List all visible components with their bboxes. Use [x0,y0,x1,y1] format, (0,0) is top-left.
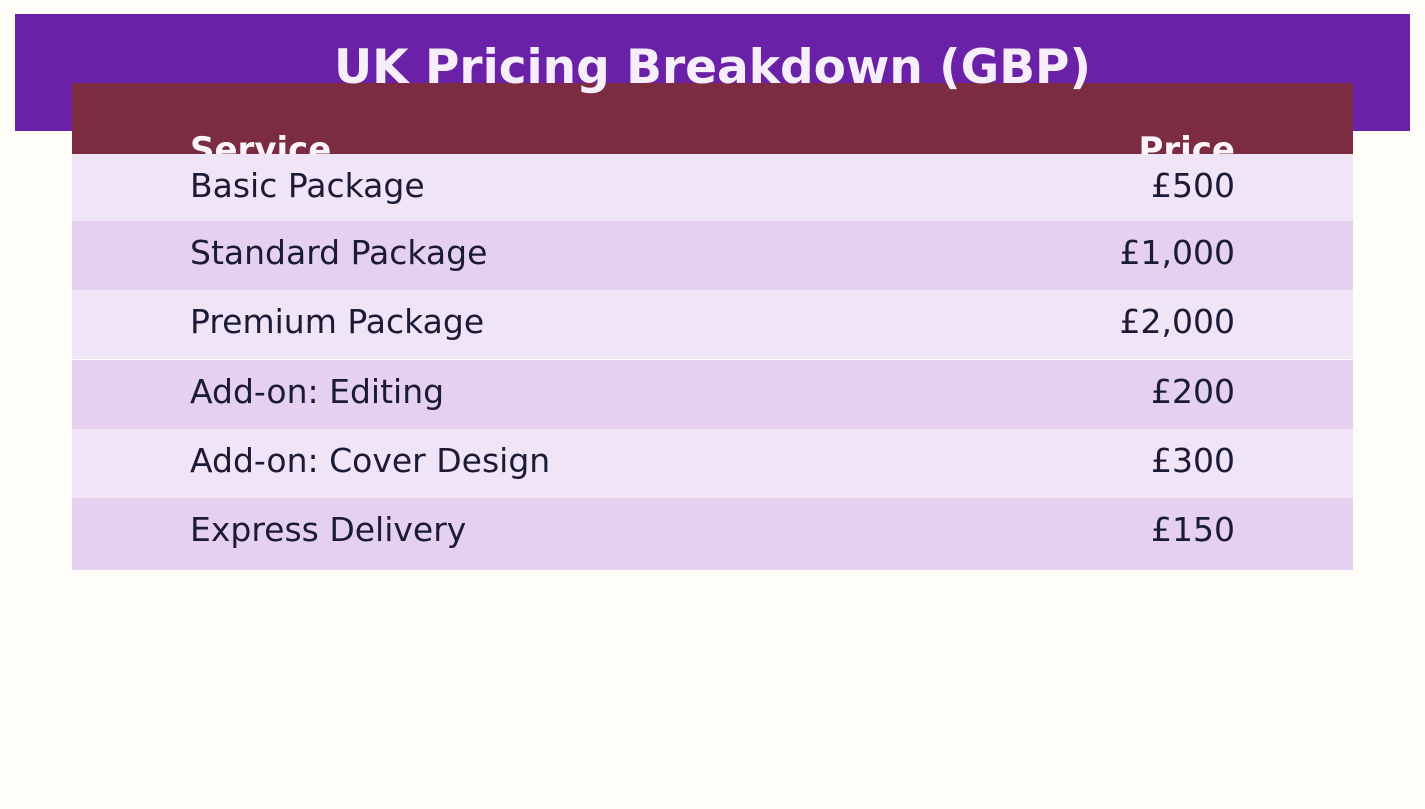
price-cell: £150 [1151,510,1235,549]
table-header: Service Price [72,83,1353,154]
table-row: Basic Package £500 [72,154,1353,223]
table-row: Standard Package £1,000 [72,221,1353,290]
price-cell: £300 [1151,441,1235,480]
table-row: Premium Package £2,000 [72,290,1353,359]
price-cell: £500 [1151,166,1235,205]
price-cell: £200 [1151,372,1235,411]
service-cell: Add-on: Cover Design [190,441,551,480]
service-cell: Standard Package [190,233,488,272]
price-cell: £2,000 [1119,302,1235,341]
pricing-table: Service Price Basic Package £500 Standar… [72,83,1353,570]
service-cell: Premium Package [190,302,485,341]
page-title: UK Pricing Breakdown (GBP) [334,40,1091,95]
table-row: Add-on: Cover Design £300 [72,429,1353,498]
table-row: Add-on: Editing £200 [72,360,1353,429]
service-column-header: Service [190,130,332,154]
price-cell: £1,000 [1119,233,1235,272]
price-column-header: Price [1138,130,1235,154]
service-cell: Express Delivery [190,510,467,549]
service-cell: Add-on: Editing [190,372,445,411]
table-row: Express Delivery £150 [72,498,1353,570]
service-cell: Basic Package [190,166,425,205]
